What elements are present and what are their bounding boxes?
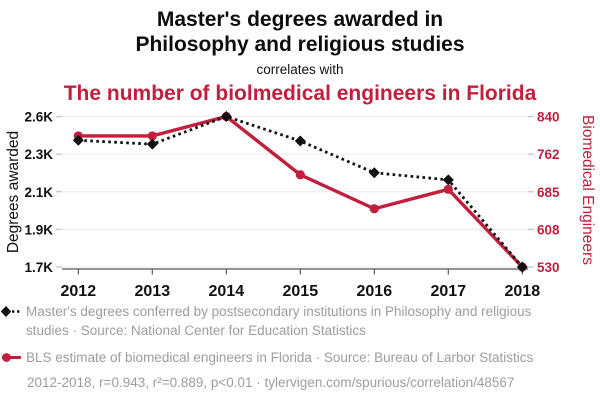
left-axis-tick-label: 1.9K: [24, 222, 53, 237]
x-axis-tick-label: 2015: [283, 283, 319, 300]
right-axis-tick-label: 685: [537, 185, 560, 200]
masters-data-point: [516, 261, 528, 273]
x-axis-tick-label: 2013: [135, 283, 171, 300]
chart-title-line2: Philosophy and religious studies: [135, 33, 465, 56]
right-axis-tick-label: 530: [537, 260, 560, 275]
correlates-with-label: correlates with: [256, 62, 344, 77]
chart-subtitle: The number of biolmedical engineers in F…: [63, 82, 537, 105]
masters-data-point: [442, 174, 454, 186]
biomedical-data-point: [443, 184, 453, 194]
masters-series-icon: [1, 306, 21, 317]
biomedical-data-point: [147, 131, 157, 141]
left-axis-tick-label: 1.7K: [24, 260, 53, 275]
chart-plot-area: 2.6K 840 2.3K 762 2.1K 685 1.9K 608 1.7K 530 2012 2…: [24, 110, 560, 301]
x-axis-tick-label: 2017: [431, 283, 467, 300]
legend-biomedical-text: BLS estimate of biomedical engineers in …: [26, 350, 534, 365]
left-axis-title: Degrees awarded: [5, 130, 22, 254]
x-axis-tick-label: 2018: [505, 283, 541, 300]
masters-data-point: [294, 135, 306, 147]
left-axis-tick-label: 2.6K: [24, 110, 53, 125]
left-axis-tick-label: 2.1K: [24, 185, 53, 200]
chart-title: Master's degrees awarded in Philosophy an…: [0, 7, 600, 57]
masters-data-point: [72, 134, 84, 146]
masters-data-point: [368, 167, 380, 179]
x-axis-tick-label: 2016: [357, 283, 393, 300]
left-axis-tick-label: 2.3K: [24, 147, 53, 162]
chart-title-line1: Master's degrees awarded in: [156, 8, 444, 31]
biomedical-data-point: [295, 170, 305, 180]
legend: Master's degrees conferred by postsecond…: [1, 302, 599, 390]
biomedical-data-point: [369, 204, 379, 214]
x-axis-tick-label: 2014: [209, 283, 245, 300]
right-axis-tick-label: 840: [537, 110, 560, 125]
legend-masters-text: Master's degrees conferred by postsecond…: [26, 304, 532, 338]
x-axis-tick-label: 2012: [61, 283, 97, 300]
legend-item-biomedical: BLS estimate of biomedical engineers in …: [1, 348, 599, 367]
right-axis-title: Biomedical Engineers: [579, 115, 596, 265]
right-axis-tick-label: 608: [537, 222, 560, 237]
legend-item-masters: Master's degrees conferred by postsecond…: [1, 302, 599, 340]
masters-data-point: [146, 138, 158, 150]
right-axis-tick-label: 762: [537, 147, 560, 162]
masters-data-point: [220, 111, 232, 122]
biomedical-series-icon: [2, 353, 21, 362]
footer-stats: 2012-2018, r=0.943, r²=0.889, p<0.01 · t…: [27, 375, 515, 390]
chart-header: Master's degrees awarded in Philosophy an…: [0, 0, 600, 106]
